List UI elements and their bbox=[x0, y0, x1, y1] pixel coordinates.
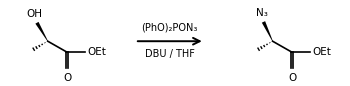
Polygon shape bbox=[262, 21, 273, 41]
Text: O: O bbox=[63, 73, 71, 83]
Text: OH: OH bbox=[26, 9, 42, 19]
Text: DBU / THF: DBU / THF bbox=[145, 49, 195, 59]
Text: N₃: N₃ bbox=[256, 9, 268, 18]
Text: O: O bbox=[288, 73, 296, 83]
Text: OEt: OEt bbox=[88, 47, 106, 57]
Polygon shape bbox=[35, 22, 48, 41]
Text: (PhO)₂PON₃: (PhO)₂PON₃ bbox=[142, 23, 198, 33]
Text: OEt: OEt bbox=[313, 47, 331, 57]
